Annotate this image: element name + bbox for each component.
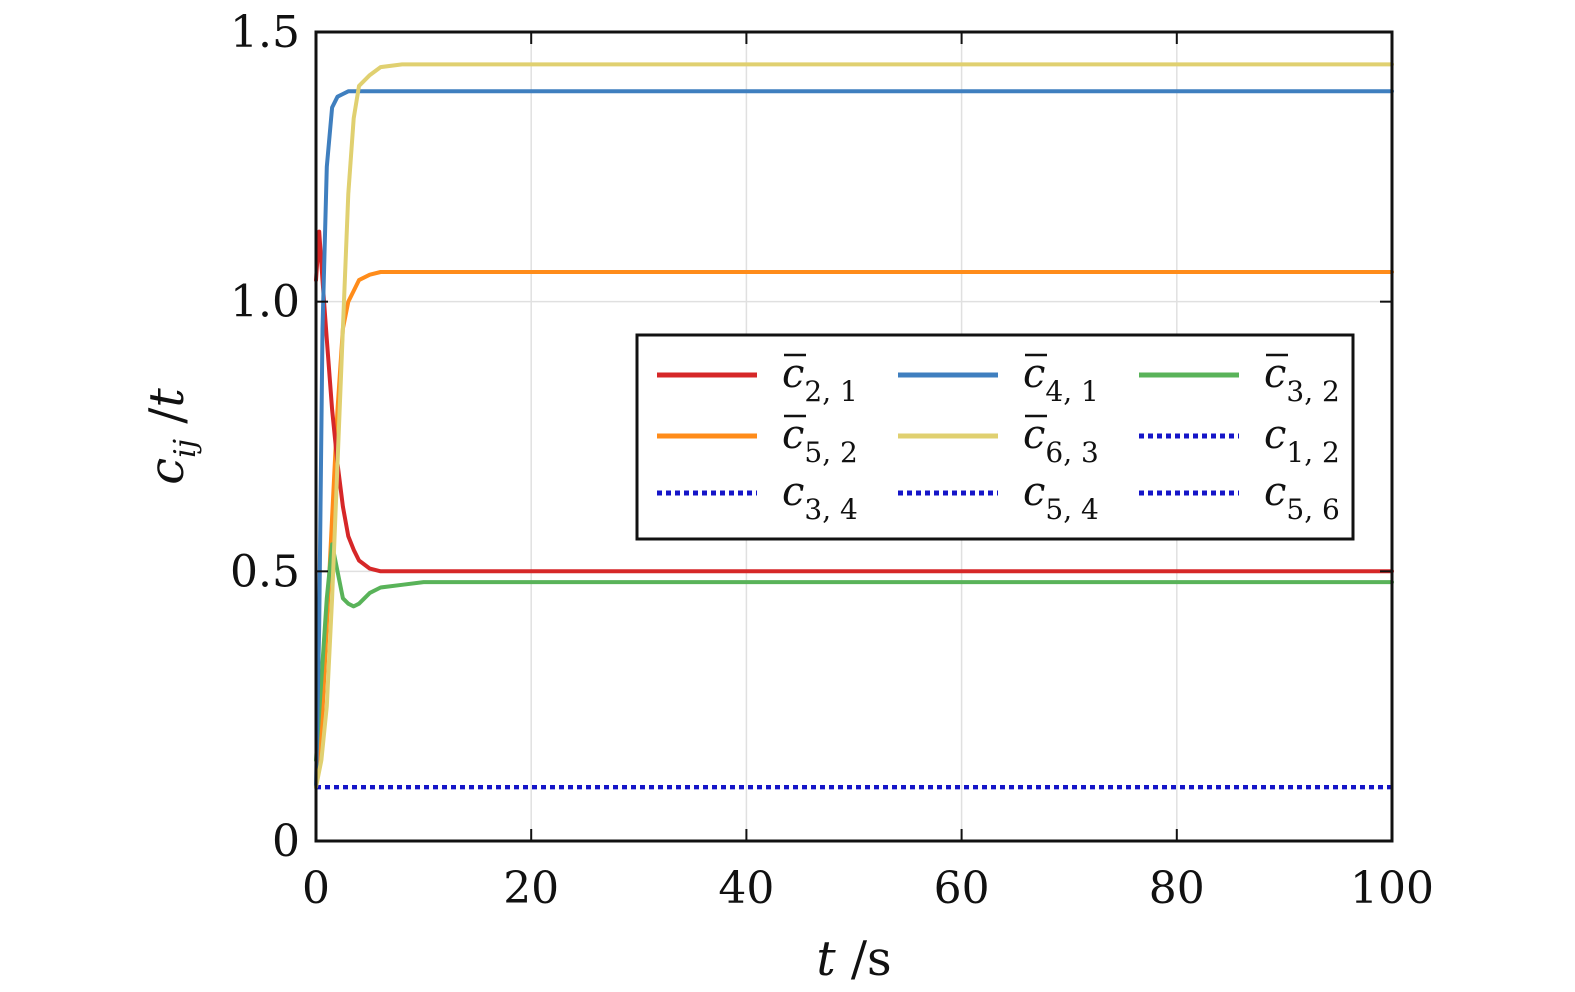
y-axis-label-text: cij /t [139, 388, 203, 485]
x-tick-label: 0 [302, 863, 330, 914]
y-tick-label: 0 [272, 816, 300, 867]
series-lines [314, 62, 1394, 790]
legend-label: c5, 4 [1023, 469, 1099, 526]
y-tick-label: 1.0 [230, 277, 300, 328]
legend-label: c5, 2 [782, 412, 858, 469]
y-tick-label: 0.5 [230, 546, 300, 597]
axis-ticks: 0 20 40 60 80 100 0 0.5 1.0 1.5 [230, 7, 1434, 914]
y-axis-label: cij /t [139, 388, 203, 485]
x-tick-label: 60 [934, 863, 990, 914]
legend-label: c2, 1 [782, 351, 858, 408]
y-tick-label: 1.5 [230, 7, 300, 58]
plot-frame [314, 30, 1394, 843]
legend-label: c3, 4 [782, 469, 858, 526]
legend: c2, 1 c4, 1 c3, 2 c5, 2 c6, 3 c1, 2 c3, 4 c5, 4… [635, 333, 1355, 541]
x-tick-label: 40 [718, 863, 774, 914]
x-tick-label: 80 [1149, 863, 1205, 914]
x-tick-label: 20 [503, 863, 559, 914]
legend-label: c3, 2 [1264, 351, 1340, 408]
legend-label: c1, 2 [1264, 412, 1340, 469]
series-line-4-1 [314, 89, 1394, 790]
legend-label: c6, 3 [1023, 412, 1099, 469]
series-line-6-3 [314, 62, 1394, 790]
series-line-3-2 [314, 542, 1394, 763]
legend-label: c4, 1 [1023, 351, 1099, 408]
x-tick-label: 100 [1350, 863, 1434, 914]
x-axis-label: t /s [816, 931, 891, 987]
x-axis-label-text: t /s [816, 931, 891, 987]
legend-label: c5, 6 [1264, 469, 1340, 526]
